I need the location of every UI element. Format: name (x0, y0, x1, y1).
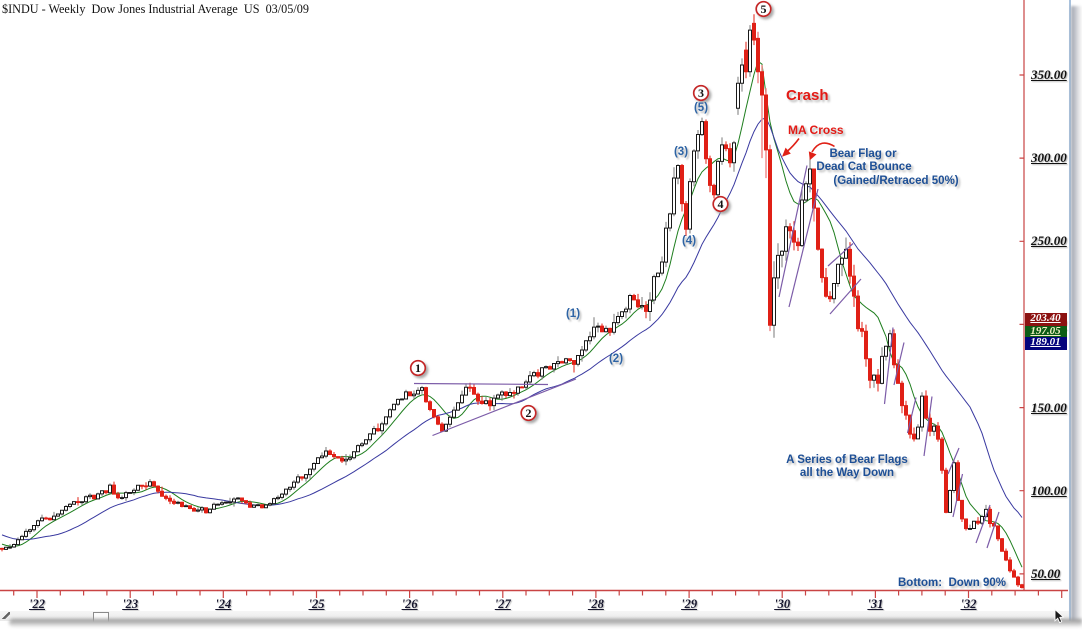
svg-text:3: 3 (698, 86, 704, 100)
svg-text:4: 4 (718, 197, 724, 211)
svg-text:5: 5 (761, 2, 767, 16)
svg-text:1: 1 (415, 361, 421, 375)
svg-text:2: 2 (526, 406, 532, 420)
